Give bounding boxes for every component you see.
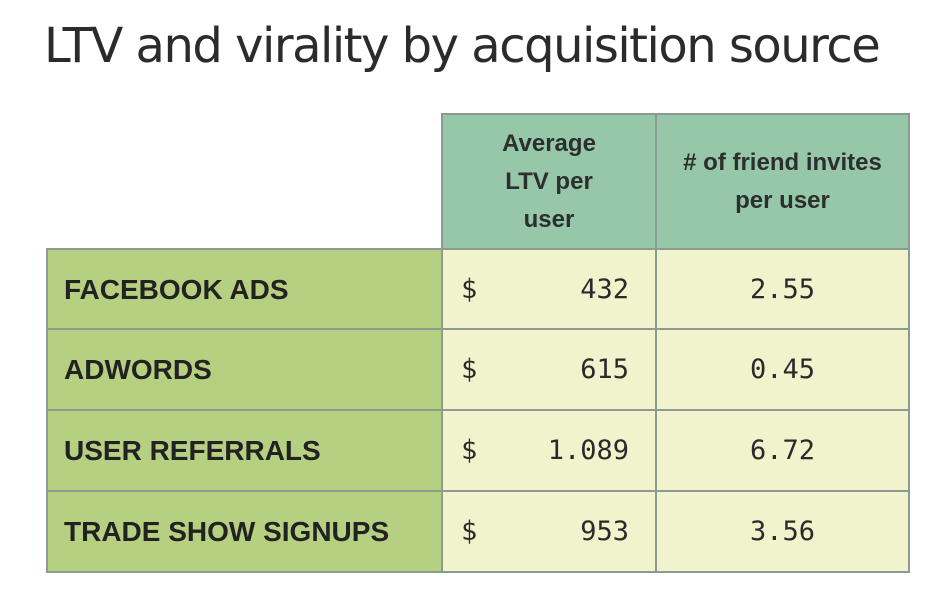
invites-cell: 2.55 xyxy=(655,248,910,331)
invites-value: 0.45 xyxy=(749,354,816,385)
invites-value: 3.56 xyxy=(749,516,816,547)
ltv-value: 1.089 xyxy=(547,435,629,466)
invites-value: 2.55 xyxy=(749,274,816,305)
ltv-cell: $953 xyxy=(441,490,657,573)
ltv-cell: $1.089 xyxy=(441,409,657,492)
ltv-value: 615 xyxy=(580,354,629,385)
currency-symbol: $ xyxy=(461,354,478,385)
ltv-value: 432 xyxy=(580,274,629,305)
row-label: FACEBOOK ADS xyxy=(46,248,443,331)
invites-cell: 3.56 xyxy=(655,490,910,573)
row-label: TRADE SHOW SIGNUPS xyxy=(46,490,443,573)
chart-title: LTV and virality by acquisition source xyxy=(44,18,881,74)
invites-cell: 0.45 xyxy=(655,328,910,411)
column-header-invites-label: # of friend invites per user xyxy=(683,148,882,214)
currency-symbol: $ xyxy=(461,516,478,547)
ltv-value: 953 xyxy=(580,516,629,547)
column-header-ltv: Average LTV per user xyxy=(441,113,657,250)
invites-value: 6.72 xyxy=(749,435,816,466)
column-header-ltv-label: Average LTV per user xyxy=(502,129,596,233)
currency-symbol: $ xyxy=(461,435,478,466)
row-label: USER REFERRALS xyxy=(46,409,443,492)
invites-cell: 6.72 xyxy=(655,409,910,492)
currency-symbol: $ xyxy=(461,274,478,305)
row-label: ADWORDS xyxy=(46,328,443,411)
ltv-cell: $432 xyxy=(441,248,657,331)
ltv-cell: $615 xyxy=(441,328,657,411)
column-header-invites: # of friend invites per user xyxy=(655,113,910,250)
